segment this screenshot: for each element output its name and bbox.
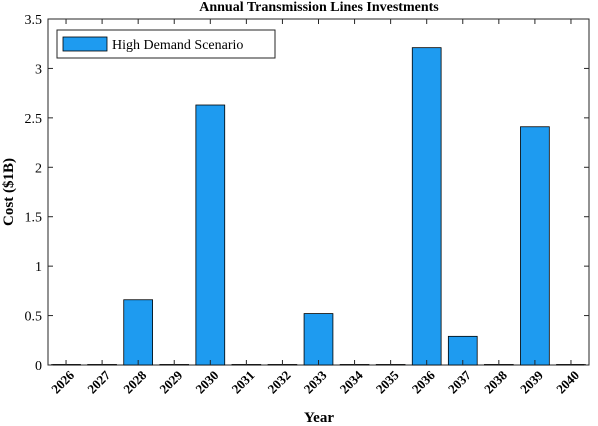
x-axis-title: Year bbox=[304, 410, 334, 426]
y-tick-label: 1 bbox=[35, 260, 42, 275]
y-tick-label: 0 bbox=[35, 359, 42, 374]
legend: High Demand Scenario bbox=[56, 29, 276, 59]
y-tick-label: 2.5 bbox=[25, 112, 43, 127]
y-axis: 0 0.5 1 1.5 2 2.5 3 3.5 bbox=[25, 13, 589, 374]
legend-swatch bbox=[62, 36, 108, 52]
bar-2030 bbox=[195, 104, 226, 366]
legend-label: High Demand Scenario bbox=[112, 38, 243, 53]
bar-2039 bbox=[520, 126, 550, 366]
chart-title: Annual Transmission Lines Investments bbox=[199, 0, 439, 15]
y-tick-label: 0.5 bbox=[25, 310, 43, 325]
bar-2028 bbox=[123, 299, 153, 366]
y-tick-label: 2 bbox=[35, 161, 42, 176]
y-tick-label: 3 bbox=[35, 62, 42, 77]
bar-2033 bbox=[303, 313, 334, 366]
y-tick-label: 1.5 bbox=[25, 211, 43, 226]
bar-2036 bbox=[411, 47, 442, 366]
y-tick-label: 3.5 bbox=[25, 13, 43, 28]
y-axis-title: Cost ($1B) bbox=[1, 158, 17, 226]
